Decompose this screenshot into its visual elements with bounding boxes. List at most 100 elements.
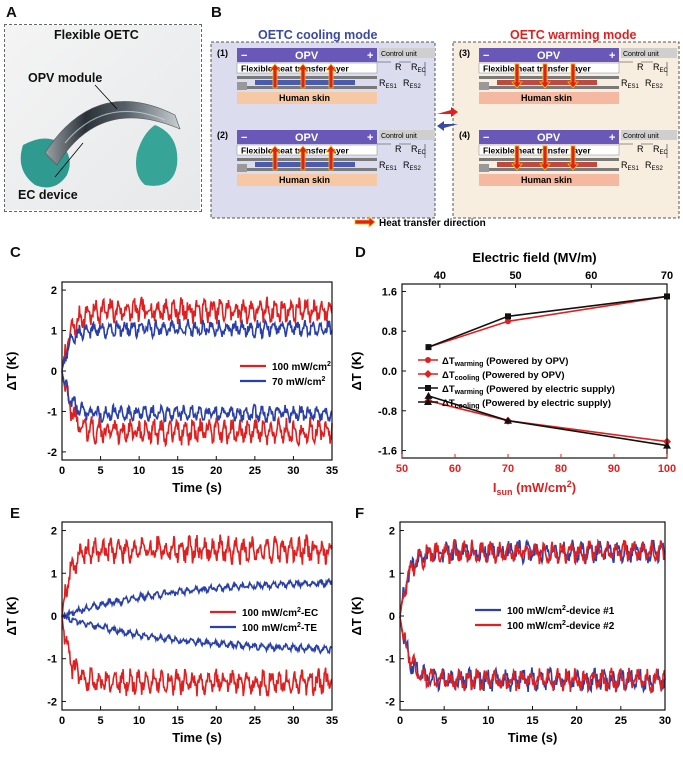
human-skin-bar (237, 174, 377, 186)
d-x-tick-label: 90 (608, 463, 620, 475)
y-tick-label: 1 (51, 326, 57, 338)
panel-label-e: E (10, 505, 21, 522)
d-legend-sub: cooling (455, 403, 480, 410)
d-legend-post: (Powered by OPV) (483, 356, 568, 367)
r-label: R (637, 144, 644, 154)
x-axis-title: Time (s) (508, 730, 558, 745)
heat-arrow-down (539, 63, 551, 89)
d-legend-marker (425, 357, 431, 363)
ec-top (479, 158, 619, 161)
opv-label: OPV (295, 50, 319, 62)
d-top-tick-label: 50 (509, 270, 521, 282)
heat-transfer-layer (478, 62, 620, 74)
opv-plus: + (609, 50, 615, 62)
heat-transfer-layer (478, 144, 620, 156)
ec-top (237, 158, 377, 161)
d-legend-sub: cooling (455, 375, 480, 382)
panel-a-photo (5, 25, 200, 210)
d-x-sub: sun (497, 487, 513, 497)
x-tick-label: 5 (98, 715, 104, 727)
label-ec-device: EC device (18, 188, 78, 202)
legend-sup: 2 (321, 376, 325, 383)
control-unit-label: Control unit (623, 133, 659, 140)
series-0-pos (61, 296, 333, 372)
legend-sup: 2 (297, 607, 301, 614)
series-1-pos (61, 577, 333, 621)
y-tick-label: 2 (389, 526, 395, 538)
label-opv-module: OPV module (28, 71, 103, 85)
y-axis-title: ΔT (K) (4, 352, 19, 391)
ec-bottom (237, 168, 377, 171)
d-y-axis-title: ΔT (K) (349, 352, 364, 391)
legend-entry: 100 mW/cm2-TE (242, 622, 317, 634)
d-legend-marker (425, 385, 431, 391)
opv-minus: − (241, 50, 247, 62)
heat-arrow-down (567, 145, 579, 171)
d-x-tick-label: 100 (658, 463, 676, 475)
y-tick-label: -2 (385, 696, 395, 708)
opv-bar (237, 48, 377, 62)
d-x-tick-label: 80 (555, 463, 567, 475)
x-tick-label: 35 (326, 715, 338, 727)
heat-arrow-up (269, 145, 281, 171)
control-unit-box (379, 48, 435, 58)
legend-sup: 2 (562, 605, 566, 612)
r-es1-sub: ES1 (628, 84, 640, 90)
d-y-tick-label: -0.8 (378, 406, 397, 418)
x-tick-label: 35 (326, 465, 338, 477)
y-tick-label: -1 (385, 654, 395, 666)
x-axis-title: Time (s) (172, 730, 222, 745)
x-tick-label: 15 (526, 715, 538, 727)
legend-sup: 2 (562, 620, 566, 627)
r-label: R (395, 144, 402, 154)
x-tick-label: 25 (249, 715, 261, 727)
y-tick-label: -1 (47, 654, 57, 666)
series-1-neg (61, 611, 333, 655)
legend-entry: 100 mW/cm2-EC (242, 607, 318, 619)
ec-clamp (479, 164, 489, 172)
opv-label: OPV (537, 50, 561, 62)
opv-label: OPV (295, 132, 319, 144)
series-1-pos (61, 317, 333, 370)
x-tick-label: 0 (397, 715, 403, 727)
r-label: R (637, 62, 644, 72)
ec-clamp (237, 164, 247, 172)
panel-label-f: F (355, 505, 365, 522)
heat-transfer-layer (236, 144, 378, 156)
d-point (424, 391, 433, 399)
mode-arrow-right (437, 107, 458, 117)
ec-top (237, 76, 377, 79)
cooling-mode-title: OETC cooling mode (258, 28, 378, 42)
r-ec-sub: EC (660, 68, 669, 74)
y-tick-label: 2 (51, 285, 57, 297)
heat-transfer-label: Flexible heat transfer layer (241, 64, 349, 74)
x-tick-label: 5 (441, 715, 447, 727)
panel-b-schematic: (1) − OPV + Flexible heat transfer layer Huma… (210, 41, 680, 229)
series-0-pos (61, 534, 333, 617)
x-tick-label: 20 (210, 465, 222, 477)
d-legend-sub: warming (454, 361, 484, 368)
y-tick-label: -2 (47, 447, 57, 459)
opv-plus: + (609, 132, 615, 144)
y-tick-label: 1 (389, 568, 395, 580)
x-tick-label: 0 (59, 465, 65, 477)
panel-label-b: B (211, 4, 222, 21)
ec-clamp (479, 82, 489, 90)
d-point (504, 416, 512, 424)
heat-arrow-up (325, 63, 337, 89)
x-tick-label: 10 (482, 715, 494, 727)
legend-heat-text: Heat transfer direction (379, 218, 486, 229)
heat-arrow-up (325, 145, 337, 171)
series-0-neg (61, 371, 333, 448)
d-top-axis-title: Electric field (MV/m) (472, 250, 596, 265)
d-x-sup: 2 (567, 479, 572, 489)
r-es1-sub: ES1 (628, 166, 640, 172)
control-unit-box (379, 130, 435, 140)
x-tick-label: 30 (287, 465, 299, 477)
chart-d: 50 60 70 80 90 100 -1.6 -0.8 0.0 0.8 1.6 40 50 60 70 El… (349, 250, 676, 497)
r-ec-sub: EC (418, 68, 427, 74)
d-legend-post: (Powered by OPV) (480, 370, 565, 381)
series-1-neg (399, 616, 666, 694)
x-tick-label: 0 (59, 715, 65, 727)
opv-plus: + (367, 50, 373, 62)
